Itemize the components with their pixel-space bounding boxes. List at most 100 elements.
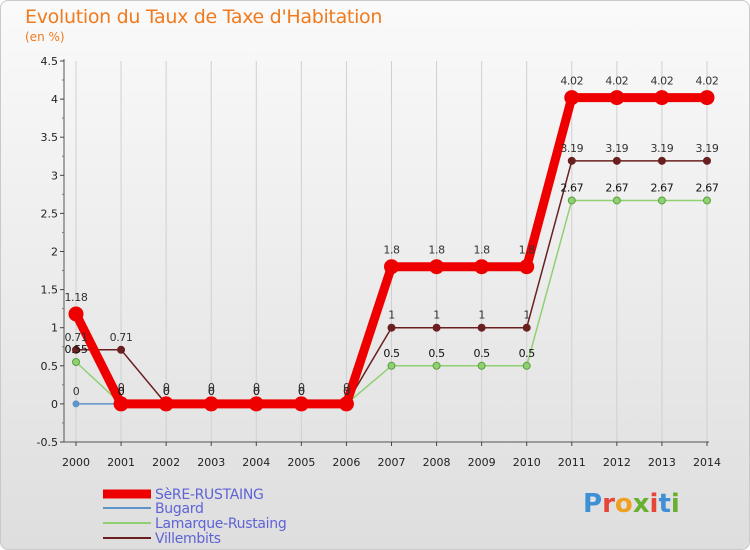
data-label-0-2001: 0 <box>118 381 125 394</box>
data-label-1-2000: 0 <box>73 385 80 398</box>
point-0-2014 <box>699 90 715 106</box>
y-axis-unit-label: (en %) <box>25 30 65 44</box>
legend-label-3: Villembits <box>155 531 221 547</box>
point-0-2013 <box>654 90 670 106</box>
point-3-2011 <box>567 156 576 165</box>
data-label-0-2010: 1.8 <box>519 244 536 257</box>
x-tick-label-2006: 2006 <box>332 456 360 469</box>
data-label-3-2014: 3.19 <box>696 142 719 155</box>
point-3-2007 <box>387 323 396 332</box>
data-label-2-2004: 0 <box>253 385 260 398</box>
y-tick-label: 1 <box>51 322 58 335</box>
point-3-2009 <box>477 323 486 332</box>
data-label-2-2002: 0 <box>163 385 170 398</box>
point-0-2002 <box>158 396 174 412</box>
data-label-3-2008: 1 <box>433 309 440 322</box>
y-tick-label: 3.5 <box>41 131 59 144</box>
point-0-2009 <box>474 259 490 275</box>
series-lines <box>68 90 715 412</box>
y-tick-label: 2.5 <box>41 207 59 220</box>
data-label-1-2004: 0 <box>253 385 260 398</box>
data-label-0-2004: 0 <box>253 381 260 394</box>
y-tick-label: 1.5 <box>41 284 59 297</box>
data-label-2-2008: 0.5 <box>428 347 445 360</box>
point-2-2000 <box>72 357 80 366</box>
data-label-3-2009: 1 <box>478 309 485 322</box>
data-label-2-2003: 0 <box>208 385 215 398</box>
point-2-2014 <box>703 196 711 205</box>
data-label-1-2003: 0 <box>208 385 215 398</box>
data-label-3-2013: 3.19 <box>650 142 673 155</box>
data-label-2-2000: 0.55 <box>65 343 88 356</box>
x-tick-label-2014: 2014 <box>693 456 721 469</box>
data-label-3-2001: 0.71 <box>110 331 133 344</box>
data-label-3-2012: 3.19 <box>605 142 628 155</box>
point-0-2004 <box>248 396 264 412</box>
y-tick-label: -0.5 <box>37 436 58 449</box>
y-tick-label: 2 <box>51 246 58 259</box>
data-label-3-2005: 0 <box>298 385 305 398</box>
data-label-0-2002: 0 <box>163 381 170 394</box>
data-label-1-2001: 0 <box>118 385 125 398</box>
y-tick-label: 0 <box>51 398 58 411</box>
point-3-2001 <box>117 345 126 354</box>
x-tick-label-2001: 2001 <box>107 456 135 469</box>
point-0-2011 <box>564 90 580 106</box>
x-tick-label-2013: 2013 <box>648 456 676 469</box>
point-2-2013 <box>657 196 666 205</box>
data-label-2-2014: 2.67 <box>696 181 719 194</box>
point-0-2006 <box>338 396 354 412</box>
data-label-0-2008: 1.8 <box>428 244 445 257</box>
x-tick-label-2002: 2002 <box>152 456 180 469</box>
logo-letter: i <box>649 489 659 519</box>
x-tick-label-2008: 2008 <box>423 456 451 469</box>
data-label-2-2006: 0 <box>343 385 350 398</box>
data-label-1-2005: 0 <box>298 385 305 398</box>
y-tick-label: 4.5 <box>41 55 59 68</box>
point-2-2010 <box>522 361 531 370</box>
x-tick-label-2007: 2007 <box>378 456 406 469</box>
y-tick-label: 0.5 <box>41 360 59 373</box>
data-labels: 1.180 0 0 0 0 01.8 1.8 1.8 1.84.02 4.02 4.02 4.020 0… <box>65 75 720 398</box>
data-label-3-2004: 0 <box>253 385 260 398</box>
data-label-3-2006: 0 <box>343 385 350 398</box>
x-tick-label-2004: 2004 <box>242 456 270 469</box>
logo-letter: x <box>632 489 650 519</box>
data-label-0-2007: 1.8 <box>383 244 400 257</box>
point-0-2007 <box>384 259 399 275</box>
data-label-2-2005: 0 <box>298 385 305 398</box>
data-label-0-2012: 4.02 <box>605 75 628 88</box>
data-label-1-2006: 0 <box>343 385 350 398</box>
data-label-0-2011: 4.02 <box>560 75 583 88</box>
data-label-0-2009: 1.8 <box>473 244 490 257</box>
data-label-1-2002: 0 <box>163 385 170 398</box>
y-tick-label: 3 <box>51 169 58 182</box>
data-label-3-2007: 1 <box>388 309 395 322</box>
point-0-2010 <box>519 259 535 275</box>
data-label-0-2014: 4.02 <box>696 75 719 88</box>
x-tick-label-2010: 2010 <box>513 456 541 469</box>
point-2-2009 <box>477 361 486 370</box>
logo-letter: o <box>614 489 633 519</box>
point-3-2012 <box>612 156 621 165</box>
point-3-2013 <box>657 156 666 165</box>
point-3-2014 <box>703 156 711 165</box>
x-tick-label-2012: 2012 <box>603 456 631 469</box>
point-2-2012 <box>612 196 621 205</box>
x-tick-label-2011: 2011 <box>558 456 586 469</box>
data-label-0-2000: 1.18 <box>65 291 88 304</box>
point-0-2005 <box>293 396 309 412</box>
point-3-2000 <box>72 345 80 354</box>
legend-label-2: Lamarque-Rustaing <box>155 516 286 532</box>
data-label-0-2003: 0 <box>208 381 215 394</box>
data-label-0-2006: 0 <box>343 381 350 394</box>
point-1-2000 <box>72 400 80 408</box>
x-tick-label-2003: 2003 <box>197 456 225 469</box>
legend-label-0: SèRE-RUSTAING <box>155 487 264 503</box>
point-0-2001 <box>113 396 129 412</box>
logo-letter: t <box>658 489 671 519</box>
logo-letter: P <box>583 489 603 519</box>
data-label-3-2011: 3.19 <box>560 142 583 155</box>
